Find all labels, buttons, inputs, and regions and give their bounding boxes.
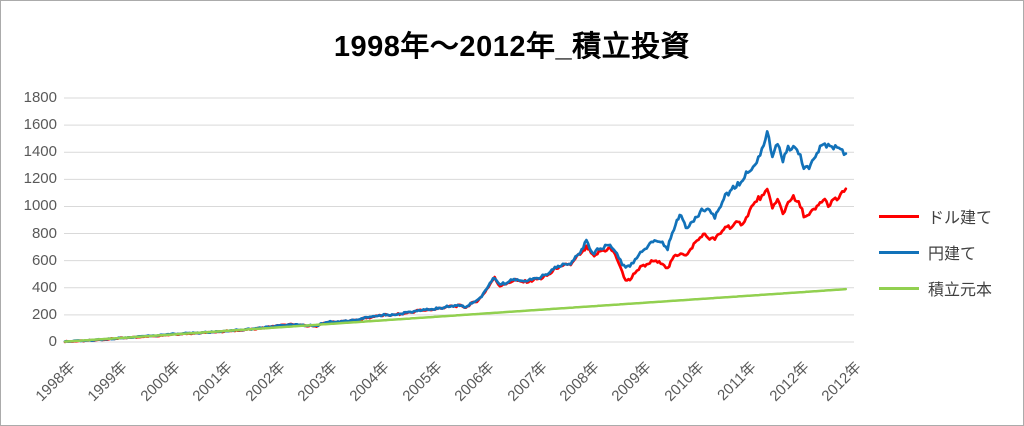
legend-label-dollar: ドル建て: [928, 210, 993, 227]
legend-swatch-dollar-line: [879, 214, 919, 218]
y-tick-label: 800: [31, 224, 57, 242]
chart-title: 1998年～2012年_積立投資: [333, 31, 691, 63]
legend-swatch-principal-line: [879, 286, 919, 290]
legend: ドル建て 円建て 積立元本: [879, 198, 992, 306]
legend-item-principal: 積立元本: [879, 270, 992, 306]
legend-label-yen: 円建て: [928, 246, 977, 263]
series-line-2: [63, 287, 848, 343]
series-line-0: [63, 187, 848, 344]
y-tick-label: 1200: [23, 170, 57, 188]
y-tick-label: 1400: [23, 143, 57, 161]
y-tick-label: 1600: [23, 116, 57, 134]
legend-swatch-yen-line: [879, 250, 919, 254]
legend-item-dollar: ドル建て: [879, 198, 992, 234]
legend-item-yen: 円建て: [879, 234, 992, 270]
y-tick-label: 1000: [23, 197, 57, 215]
y-tick-label: 400: [31, 278, 57, 296]
y-tick-label: 0: [48, 333, 57, 350]
series-line-1: [63, 130, 848, 343]
y-tick-label: 600: [31, 251, 57, 269]
y-tick-label: 200: [31, 305, 57, 323]
legend-label-principal: 積立元本: [928, 282, 993, 299]
y-tick-label: 1800: [23, 89, 57, 106]
